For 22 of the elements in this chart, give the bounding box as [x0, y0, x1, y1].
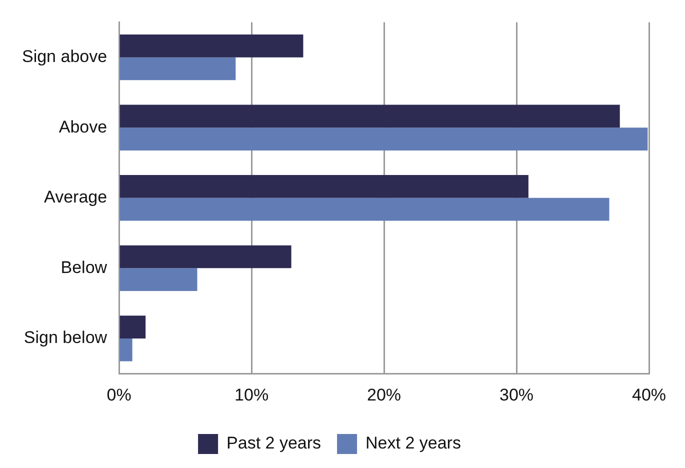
bar: [120, 268, 198, 292]
x-tick-label: 10%: [234, 385, 269, 404]
bar: [120, 316, 146, 338]
bar: [120, 245, 292, 268]
x-tick-label: 0%: [106, 385, 132, 404]
y-tick-label: Average: [44, 188, 108, 207]
bar: [120, 198, 610, 221]
bar: [120, 34, 304, 58]
bar: [120, 338, 132, 362]
bar: [120, 57, 236, 80]
y-tick-label: Sign above: [22, 47, 108, 66]
legend-label: Past 2 years: [226, 434, 322, 453]
x-tick-label: 20%: [367, 385, 402, 404]
bar: [120, 128, 648, 150]
legend-label: Next 2 years: [366, 434, 461, 453]
y-tick-label: Below: [60, 258, 108, 277]
x-tick-label: 40%: [632, 385, 666, 404]
bar: [120, 175, 528, 198]
x-tick-label: 30%: [500, 385, 534, 404]
bar: [120, 104, 620, 128]
y-tick-label: Above: [58, 117, 108, 136]
y-tick-label: Sign below: [24, 328, 108, 348]
